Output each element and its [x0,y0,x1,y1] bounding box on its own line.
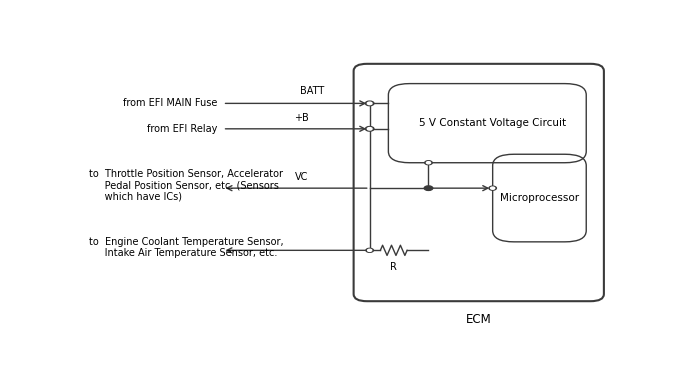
Circle shape [424,186,433,190]
Circle shape [366,248,373,252]
Text: from EFI MAIN Fuse: from EFI MAIN Fuse [123,98,217,108]
Circle shape [367,128,372,130]
Text: BATT: BATT [300,86,324,96]
Circle shape [366,127,374,131]
Circle shape [425,161,432,165]
Text: 5 V Constant Voltage Circuit: 5 V Constant Voltage Circuit [419,118,566,128]
Text: ECM: ECM [466,313,492,326]
Circle shape [366,101,374,106]
Circle shape [367,102,372,105]
Text: to  Throttle Position Sensor, Accelerator
     Pedal Position Sensor, etc. (Sens: to Throttle Position Sensor, Accelerator… [89,169,283,202]
Circle shape [489,186,496,190]
Circle shape [426,161,431,164]
Text: Microprocessor: Microprocessor [500,193,579,203]
Text: to  Engine Coolant Temperature Sensor,
     Intake Air Temperature Sensor, etc.: to Engine Coolant Temperature Sensor, In… [89,237,284,258]
Text: VC: VC [295,172,308,182]
Text: R: R [391,262,397,272]
Text: +B: +B [294,113,309,123]
Text: from EFI Relay: from EFI Relay [147,124,217,134]
Circle shape [491,187,495,189]
Circle shape [368,249,372,251]
